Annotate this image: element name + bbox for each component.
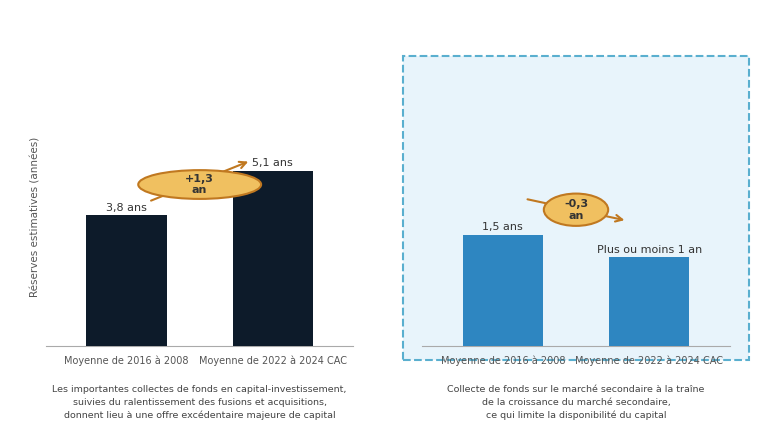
Circle shape <box>544 194 608 226</box>
Text: Les importantes collectes de fonds en capital-investissement,
suivies du ralenti: Les importantes collectes de fonds en ca… <box>52 385 347 420</box>
Text: -0,3
an: -0,3 an <box>564 199 588 221</box>
Text: Capital-investissement: Capital-investissement <box>128 57 271 70</box>
FancyBboxPatch shape <box>403 56 749 360</box>
Bar <box>609 257 690 346</box>
Text: Secondaires: Secondaires <box>538 57 614 70</box>
Text: 5,1 ans: 5,1 ans <box>253 158 293 168</box>
Text: Plus ou moins 1 an: Plus ou moins 1 an <box>597 245 702 255</box>
Bar <box>86 215 167 346</box>
Text: Collecte de fonds sur le marché secondaire à la traîne
de la croissance du march: Collecte de fonds sur le marché secondai… <box>447 385 705 420</box>
Bar <box>462 235 543 346</box>
Text: 3,8 ans: 3,8 ans <box>106 202 147 213</box>
Circle shape <box>138 170 261 199</box>
Y-axis label: Réserves estimatives (années): Réserves estimatives (années) <box>31 137 41 297</box>
Bar <box>233 171 313 346</box>
Text: 1,5 ans: 1,5 ans <box>482 222 523 233</box>
Text: +1,3
an: +1,3 an <box>185 174 214 195</box>
